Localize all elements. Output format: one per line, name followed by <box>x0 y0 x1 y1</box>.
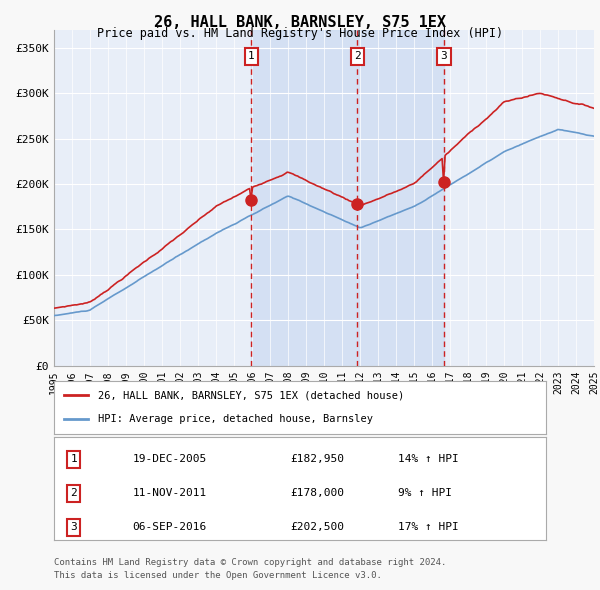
Text: £202,500: £202,500 <box>290 523 344 532</box>
Text: £178,000: £178,000 <box>290 489 344 499</box>
Text: 2: 2 <box>354 51 361 61</box>
Text: 19-DEC-2005: 19-DEC-2005 <box>133 454 207 464</box>
Text: 1: 1 <box>70 454 77 464</box>
Text: 06-SEP-2016: 06-SEP-2016 <box>133 523 207 532</box>
Text: 3: 3 <box>440 51 448 61</box>
Text: 2: 2 <box>70 489 77 499</box>
Text: Contains HM Land Registry data © Crown copyright and database right 2024.: Contains HM Land Registry data © Crown c… <box>54 558 446 566</box>
Text: 17% ↑ HPI: 17% ↑ HPI <box>398 523 459 532</box>
Text: 26, HALL BANK, BARNSLEY, S75 1EX: 26, HALL BANK, BARNSLEY, S75 1EX <box>154 15 446 30</box>
Text: 11-NOV-2011: 11-NOV-2011 <box>133 489 207 499</box>
Text: 26, HALL BANK, BARNSLEY, S75 1EX (detached house): 26, HALL BANK, BARNSLEY, S75 1EX (detach… <box>98 391 404 401</box>
Text: HPI: Average price, detached house, Barnsley: HPI: Average price, detached house, Barn… <box>98 414 373 424</box>
Bar <box>251 30 444 366</box>
Text: 9% ↑ HPI: 9% ↑ HPI <box>398 489 452 499</box>
Text: 1: 1 <box>248 51 254 61</box>
Text: Price paid vs. HM Land Registry's House Price Index (HPI): Price paid vs. HM Land Registry's House … <box>97 27 503 40</box>
Text: 14% ↑ HPI: 14% ↑ HPI <box>398 454 459 464</box>
Text: 3: 3 <box>70 523 77 532</box>
Text: £182,950: £182,950 <box>290 454 344 464</box>
Text: This data is licensed under the Open Government Licence v3.0.: This data is licensed under the Open Gov… <box>54 571 382 579</box>
